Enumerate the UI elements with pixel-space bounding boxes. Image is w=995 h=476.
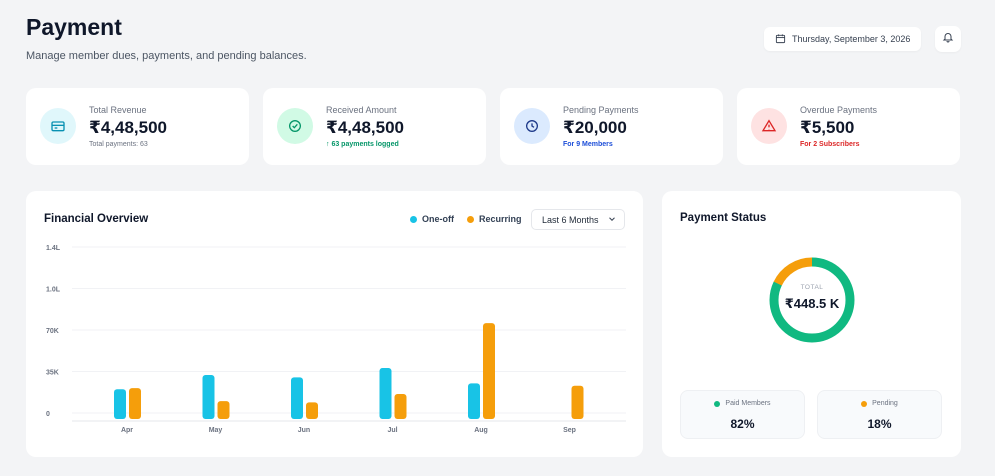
notification-button[interactable]	[935, 26, 961, 52]
chevron-down-icon	[607, 214, 617, 226]
page-title: Payment	[26, 14, 122, 40]
stat-sub: For 2 Subscribers	[800, 141, 860, 148]
date-text: Thursday, September 3, 2026	[792, 34, 911, 44]
pending-dot	[861, 400, 868, 407]
y-tick-label: 35K	[46, 370, 59, 377]
stat-card-received-amount: Received Amount ₹4,48,500 ↑ 63 payments …	[263, 88, 486, 165]
x-tick-label: Jun	[298, 427, 310, 434]
legend-recurring-label: Recurring	[479, 214, 522, 224]
financial-overview-card: Financial Overview One-off Recurring Las…	[26, 191, 643, 457]
legend-oneoff-label: One-off	[422, 214, 454, 224]
payment-donut: TOTAL ₹448.5 K	[767, 255, 857, 345]
financial-overview-chart: 1.4L 1.0L 70K 35K 0 Apr May Jun Jul Aug Sep	[46, 245, 626, 434]
legend-recurring: Recurring	[467, 214, 522, 224]
paid-dot	[714, 400, 721, 407]
date-display[interactable]: Thursday, September 3, 2026	[764, 27, 921, 51]
x-tick-label: Apr	[121, 427, 133, 434]
alert-triangle-icon	[751, 108, 787, 144]
bar-recurring-apr[interactable]	[129, 388, 141, 419]
stat-sub: For 9 Members	[563, 141, 613, 148]
card-icon	[40, 108, 76, 144]
bar-oneoff-may[interactable]	[202, 375, 215, 419]
stat-card-pending-payments: Pending Payments ₹20,000 For 9 Members	[500, 88, 723, 165]
stat-value: ₹20,000	[563, 118, 627, 137]
stat-label: Total Revenue	[89, 105, 147, 115]
stat-sub: ↑ 63 payments logged	[326, 141, 399, 148]
donut-segment-paid	[769, 257, 855, 343]
y-tick-label: 1.0L	[46, 287, 61, 294]
stat-value: ₹5,500	[800, 118, 855, 137]
legend-dot-recurring	[467, 215, 474, 223]
paid-members-label: Paid Members	[725, 400, 771, 407]
bar-recurring-aug[interactable]	[483, 323, 495, 419]
stat-label: Pending Payments	[563, 105, 639, 115]
pending-label: Pending	[872, 400, 898, 407]
x-tick-label: Aug	[474, 427, 488, 434]
period-select[interactable]: Last 6 Months	[531, 209, 625, 230]
donut-total-value: ₹448.5 K	[784, 296, 840, 311]
y-tick-label: 1.4L	[46, 245, 61, 252]
bar-recurring-jul[interactable]	[394, 394, 407, 419]
x-tick-label: Sep	[563, 427, 576, 434]
bell-icon	[942, 30, 954, 48]
stat-value: ₹4,48,500	[89, 118, 168, 137]
pending-box: Pending 18%	[817, 390, 942, 439]
stat-label: Received Amount	[326, 105, 397, 115]
x-tick-label: May	[209, 427, 223, 434]
y-tick-label: 0	[46, 411, 50, 418]
stat-value: ₹4,48,500	[326, 118, 405, 137]
bar-oneoff-jun[interactable]	[291, 377, 303, 419]
bar-recurring-jun[interactable]	[306, 402, 318, 419]
stat-label: Overdue Payments	[800, 105, 878, 115]
pending-value: 18%	[867, 417, 892, 431]
bar-recurring-sep[interactable]	[571, 385, 584, 419]
stat-card-overdue-payments: Overdue Payments ₹5,500 For 2 Subscriber…	[737, 88, 960, 165]
stat-sub: Total payments: 63	[89, 141, 148, 148]
financial-overview-title: Financial Overview	[44, 213, 149, 225]
paid-members-box: Paid Members 82%	[680, 390, 805, 439]
legend-oneoff: One-off	[410, 214, 454, 224]
bar-oneoff-jul[interactable]	[379, 367, 392, 419]
period-select-value: Last 6 Months	[542, 214, 599, 225]
page-subtitle: Manage member dues, payments, and pendin…	[26, 50, 307, 62]
bar-oneoff-apr[interactable]	[114, 389, 126, 419]
paid-members-label-row: Paid Members	[681, 400, 804, 407]
x-tick-label: Jul	[387, 427, 397, 434]
clock-icon	[514, 108, 550, 144]
check-circle-icon	[277, 108, 313, 144]
stat-card-total-revenue: Total Revenue ₹4,48,500 Total payments: …	[26, 88, 249, 165]
y-tick-label: 70K	[46, 328, 59, 335]
donut-chart	[769, 257, 855, 343]
paid-members-value: 82%	[730, 417, 755, 431]
donut-total-label: TOTAL	[800, 284, 824, 291]
bar-oneoff-aug[interactable]	[468, 383, 480, 419]
bar-recurring-may[interactable]	[217, 401, 230, 419]
pending-label-row: Pending	[818, 400, 941, 407]
legend-dot-oneoff	[410, 215, 417, 223]
payment-status-title: Payment Status	[680, 212, 767, 224]
calendar-icon	[775, 33, 786, 46]
payment-status-card: Payment Status TOTAL ₹448.5 K Paid Membe…	[662, 191, 961, 457]
